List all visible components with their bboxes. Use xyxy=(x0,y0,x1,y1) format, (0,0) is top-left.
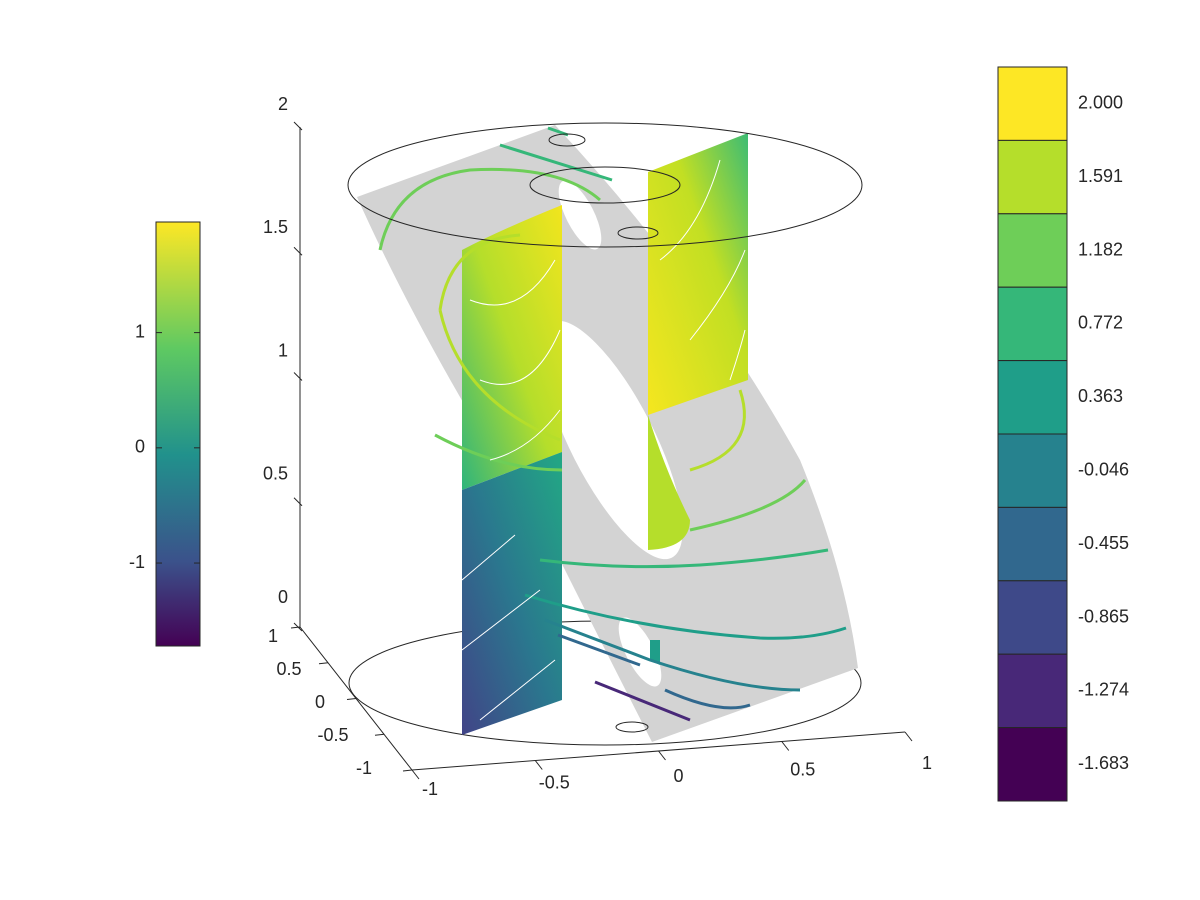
colorbar-level-label: -0.455 xyxy=(1078,533,1129,553)
slice-panel xyxy=(648,415,690,550)
colorbar-level xyxy=(997,580,1068,655)
colorbar-level-label: 2.000 xyxy=(1078,92,1123,112)
x-tick-label: 0.5 xyxy=(790,759,815,779)
y-tick-label: 1 xyxy=(268,626,278,646)
colorbar-level xyxy=(997,286,1068,362)
colorbar-level-label: 0.772 xyxy=(1078,313,1123,333)
z-tick-label: 0.5 xyxy=(263,464,288,484)
colorbar-level-label: -0.046 xyxy=(1078,459,1129,479)
colorbar-level-label: -0.865 xyxy=(1078,606,1129,626)
x-tick xyxy=(781,741,790,751)
z-tick xyxy=(293,246,303,256)
colorbar-level-label: 1.591 xyxy=(1078,166,1123,186)
x-tick xyxy=(411,769,420,780)
ring xyxy=(529,166,681,204)
colorbar-level-label: 0.363 xyxy=(1078,386,1123,406)
colorbar-tick-label: 0 xyxy=(135,437,145,457)
x-tick-label: -1 xyxy=(422,779,438,799)
hole xyxy=(541,320,683,560)
z-tick-label: 1.5 xyxy=(263,217,288,237)
colorbar-level xyxy=(997,66,1068,141)
y-tick-label: -0.5 xyxy=(317,725,348,745)
y-tick-label: 0.5 xyxy=(276,659,301,679)
slice-panel xyxy=(650,640,660,665)
colorbar-level-label: -1.683 xyxy=(1078,753,1129,773)
surface xyxy=(347,122,863,746)
x-tick xyxy=(904,731,913,742)
x-tick-label: -0.5 xyxy=(539,772,570,792)
x-tick-label: 1 xyxy=(922,753,932,773)
z-tick xyxy=(293,372,303,381)
x-tick xyxy=(534,760,543,770)
contours xyxy=(461,159,746,721)
ring xyxy=(617,226,659,240)
colorbar-tick-label: -1 xyxy=(129,552,145,572)
colorbar-level xyxy=(997,433,1068,508)
ring xyxy=(548,133,586,147)
y-tick xyxy=(290,626,301,629)
hole xyxy=(618,617,662,687)
colorbar-level xyxy=(997,360,1068,435)
colorbar-level-label: -1.274 xyxy=(1078,680,1129,700)
z-tick xyxy=(293,497,303,507)
hole xyxy=(558,180,602,250)
y-tick xyxy=(402,769,413,772)
y-tick-label: 0 xyxy=(315,692,325,712)
z-tick-label: 2 xyxy=(278,94,288,114)
colorbar-level xyxy=(997,213,1068,288)
x-tick xyxy=(658,750,666,761)
ring xyxy=(615,721,649,733)
z-tick-label: 1 xyxy=(278,340,288,360)
colorbar-level xyxy=(997,727,1068,802)
top-ring xyxy=(347,122,863,248)
slice-panel xyxy=(648,133,748,415)
contours xyxy=(378,126,847,722)
z-tick xyxy=(293,121,303,131)
slice-panel xyxy=(462,205,562,490)
colorbar xyxy=(155,221,201,647)
y-tick xyxy=(374,733,385,736)
z-tick-label: 0 xyxy=(278,587,288,607)
y-tick xyxy=(346,698,357,700)
colorbar-tick-label: 1 xyxy=(135,321,145,341)
colorbar-level xyxy=(997,653,1068,729)
y-tick xyxy=(318,662,329,665)
slice-panel xyxy=(462,452,562,735)
x-tick-label: 0 xyxy=(673,766,683,786)
colorbar-level xyxy=(997,506,1068,582)
colorbar-level xyxy=(997,139,1068,215)
y-tick-label: -1 xyxy=(356,758,372,778)
colorbar-level-label: 1.182 xyxy=(1078,239,1123,259)
